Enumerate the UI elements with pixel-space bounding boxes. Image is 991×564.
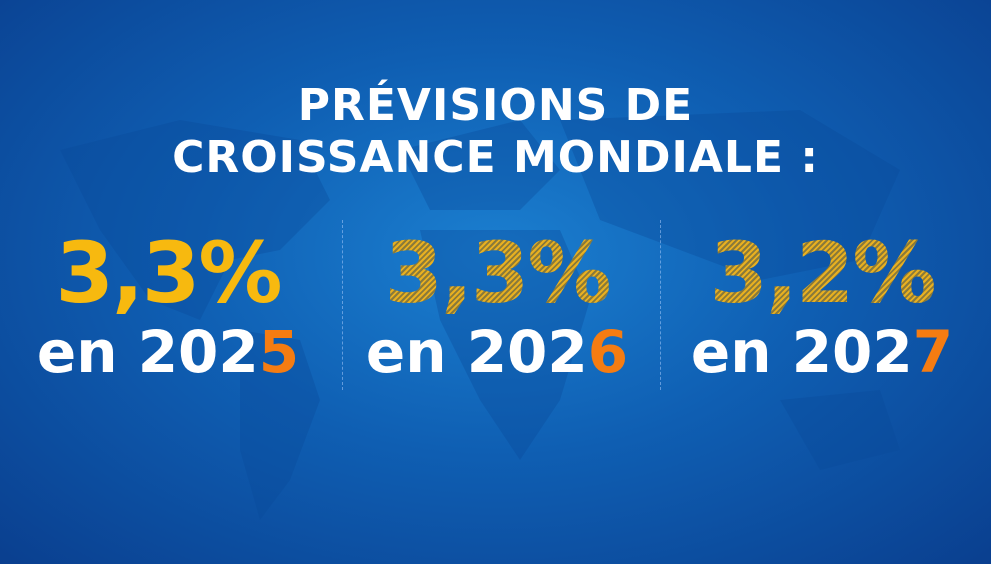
year-prefix: en 202 <box>690 318 913 386</box>
forecast-year: en 2025 <box>3 317 333 387</box>
year-prefix: en 202 <box>36 318 259 386</box>
year-prefix: en 202 <box>365 318 588 386</box>
forecast-2027: 3,2% en 2027 <box>657 225 987 387</box>
forecast-2025: 3,3% en 2025 <box>3 225 333 387</box>
divider <box>342 220 343 390</box>
title-line-1: PRÉVISIONS DE <box>297 80 694 131</box>
forecast-year: en 2027 <box>657 317 987 387</box>
year-last-digit: 5 <box>258 318 300 386</box>
title-line-2: CROISSANCE MONDIALE : <box>172 132 819 183</box>
forecast-value: 3,2% <box>657 225 987 321</box>
forecast-2026: 3,3% en 2026 <box>332 225 662 387</box>
forecast-year: en 2026 <box>332 317 662 387</box>
year-last-digit: 7 <box>912 318 954 386</box>
divider <box>660 220 661 390</box>
year-last-digit: 6 <box>587 318 629 386</box>
forecast-value: 3,3% <box>55 224 283 322</box>
forecast-value: 3,3% <box>332 225 662 321</box>
